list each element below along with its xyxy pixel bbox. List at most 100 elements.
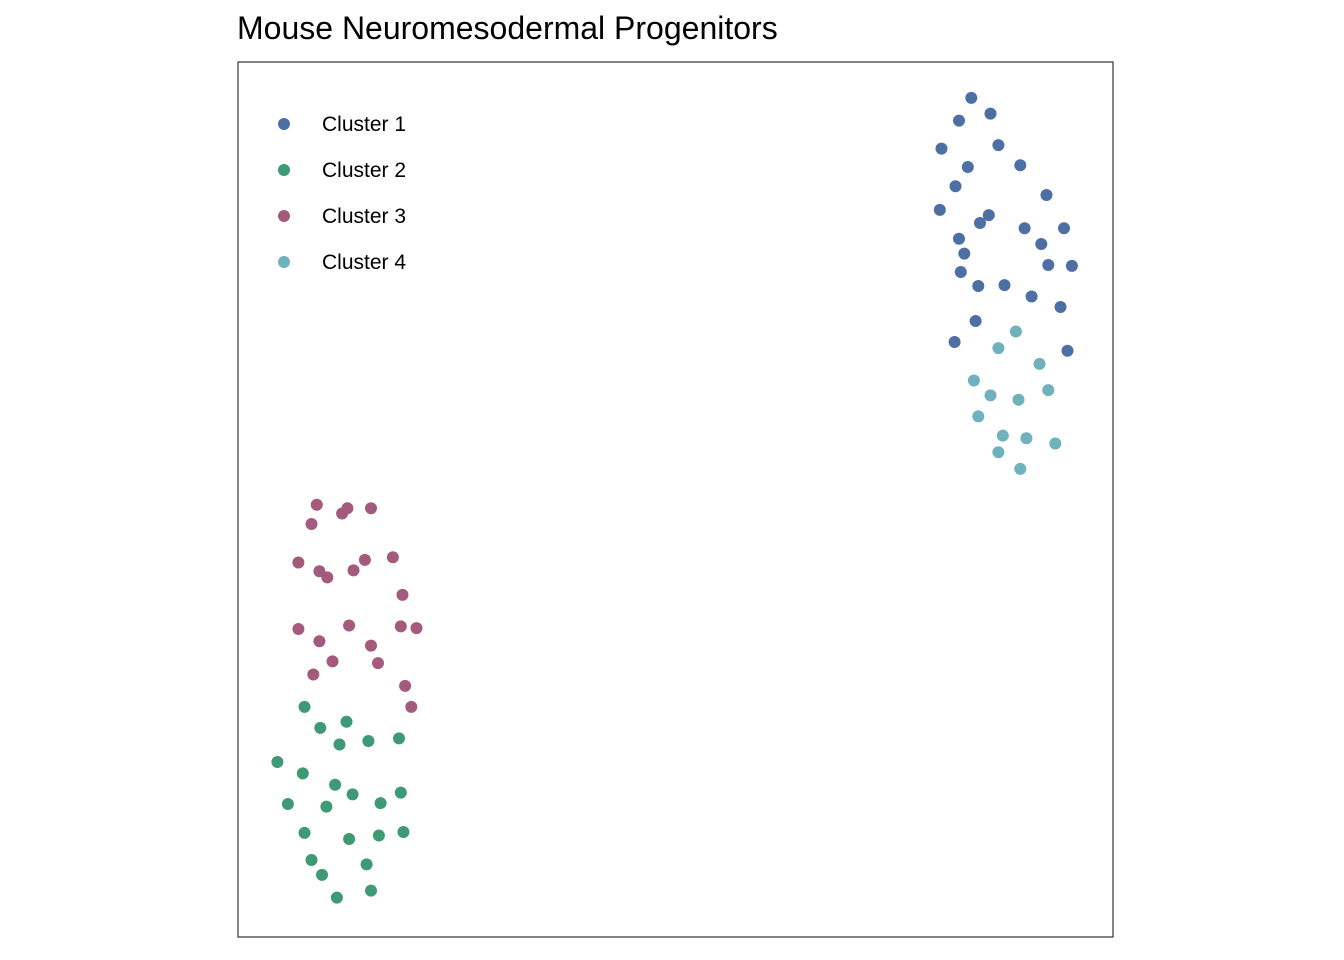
point-cluster-1-13 [1018,222,1031,235]
legend-label-cluster-2: Cluster 2 [322,159,406,182]
point-cluster-1-1 [965,91,978,104]
point-cluster-1-19 [1065,259,1078,272]
point-cluster-4-11 [1049,437,1062,450]
point-cluster-2-22 [330,891,343,904]
point-cluster-2-7 [271,756,284,768]
point-cluster-1-8 [949,180,962,193]
point-cluster-3-15 [394,620,407,633]
legend-key-cluster-4 [278,256,290,268]
point-cluster-3-8 [321,571,334,584]
point-cluster-1-18 [1042,259,1055,271]
point-cluster-1-14 [1058,222,1070,235]
point-cluster-2-21 [316,868,328,881]
point-cluster-2-2 [314,721,327,734]
point-cluster-4-6 [1012,393,1025,406]
point-cluster-3-9 [347,564,360,577]
series-cluster-2 [271,700,410,904]
point-cluster-1-25 [969,315,982,327]
point-cluster-4-10 [1020,432,1033,445]
point-cluster-1-20 [954,266,967,278]
point-cluster-4-7 [1042,384,1055,397]
legend-label-cluster-3: Cluster 3 [322,205,406,228]
point-cluster-3-14 [343,619,356,632]
point-cluster-1-27 [1061,344,1074,357]
legend-label-cluster-4: Cluster 4 [322,251,406,274]
plot-panel-border [237,61,1114,938]
legend: Cluster 1 Cluster 2 Cluster 3 Cluster 4 [278,113,406,274]
legend-key-cluster-1 [278,118,290,130]
point-cluster-1-22 [998,279,1011,292]
point-cluster-1-5 [992,139,1005,152]
point-cluster-2-1 [298,700,311,713]
point-cluster-2-10 [346,788,359,801]
point-cluster-3-12 [396,588,409,601]
point-cluster-1-6 [961,161,974,173]
point-cluster-4-2 [992,342,1005,355]
point-cluster-2-15 [298,826,311,839]
point-cluster-2-11 [394,786,407,799]
point-cluster-4-12 [992,446,1005,459]
point-cluster-3-4 [305,518,318,530]
point-cluster-2-23 [365,884,377,897]
legend-label-cluster-1: Cluster 1 [322,113,406,136]
point-cluster-1-17 [958,247,971,260]
legend-item-cluster-2: Cluster 2 [278,159,406,182]
point-cluster-2-9 [329,778,342,791]
point-cluster-2-20 [360,858,373,871]
point-cluster-3-13 [292,623,305,635]
point-cluster-3-16 [410,622,423,635]
point-cluster-3-11 [386,551,399,564]
point-cluster-3-10 [358,553,371,566]
point-cluster-3-19 [326,655,339,668]
point-cluster-2-16 [343,833,356,845]
point-cluster-4-1 [1009,325,1022,338]
point-cluster-3-1 [310,498,323,511]
point-cluster-3-5 [336,507,349,520]
point-cluster-1-26 [948,336,961,348]
point-cluster-1-11 [982,209,995,222]
point-cluster-2-12 [374,797,387,810]
point-cluster-1-10 [933,203,946,216]
point-cluster-1-15 [953,232,965,245]
chart-title: Mouse Neuromesodermal Progenitors [237,10,778,46]
point-cluster-4-5 [984,389,997,402]
legend-item-cluster-4: Cluster 4 [278,251,406,274]
point-cluster-2-8 [296,767,309,780]
series-cluster-4 [967,325,1062,475]
point-cluster-4-13 [1014,462,1027,475]
legend-item-cluster-3: Cluster 3 [278,205,406,228]
point-cluster-4-3 [1033,357,1046,370]
point-cluster-2-5 [362,735,375,747]
point-cluster-2-13 [281,798,294,810]
point-cluster-1-7 [1014,159,1027,172]
point-cluster-3-17 [313,635,326,648]
point-cluster-4-4 [967,374,980,387]
point-cluster-2-19 [305,854,318,866]
point-cluster-3-21 [307,668,320,681]
point-cluster-2-18 [397,826,410,838]
point-cluster-1-9 [1040,189,1053,201]
point-cluster-1-21 [972,280,985,292]
point-cluster-3-18 [365,639,377,652]
legend-key-cluster-3 [278,210,290,222]
point-cluster-1-12 [974,217,986,229]
point-cluster-2-4 [333,738,346,751]
point-cluster-1-23 [1025,290,1038,303]
point-cluster-3-22 [399,679,412,692]
legend-key-cluster-2 [278,164,290,176]
point-cluster-3-20 [372,657,384,670]
point-cluster-1-16 [1035,238,1048,250]
point-cluster-4-9 [996,429,1009,442]
point-cluster-4-8 [972,410,985,423]
point-cluster-2-17 [372,829,385,842]
legend-item-cluster-1: Cluster 1 [278,113,406,136]
point-cluster-1-4 [935,142,948,155]
series-cluster-3 [292,498,423,713]
point-cluster-3-3 [365,502,377,515]
point-cluster-1-24 [1054,301,1067,313]
point-cluster-3-23 [405,700,418,713]
points-layer [271,91,1078,904]
point-cluster-1-2 [953,114,965,127]
point-cluster-2-14 [320,800,333,813]
